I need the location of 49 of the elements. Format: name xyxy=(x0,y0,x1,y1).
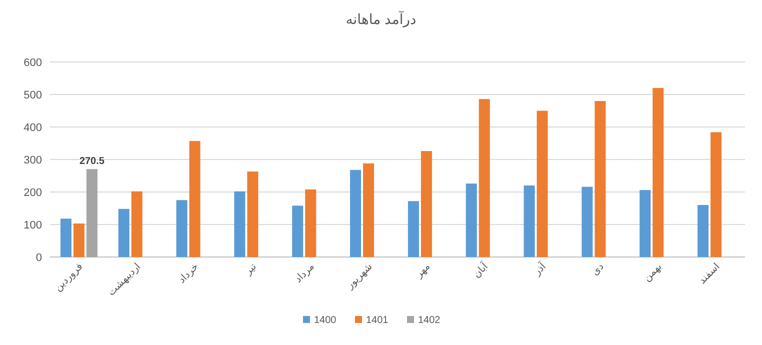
y-tick-label: 100 xyxy=(24,220,42,232)
y-tick-label: 0 xyxy=(36,252,42,264)
bar xyxy=(176,200,188,257)
bar xyxy=(60,218,72,257)
x-tick-label: تیر xyxy=(242,261,259,278)
bar xyxy=(652,88,664,257)
y-tick-label: 600 xyxy=(24,57,42,69)
legend-label: 1400 xyxy=(314,315,337,326)
bar xyxy=(292,206,304,257)
bar xyxy=(363,163,374,257)
bar xyxy=(189,140,200,257)
legend-label: 1402 xyxy=(418,315,441,326)
x-tick-label: مهر xyxy=(413,261,433,281)
x-tick-label: اردیبهشت xyxy=(106,261,143,298)
bar xyxy=(640,190,651,257)
chart-title: درآمد ماهانه xyxy=(346,10,416,28)
bar xyxy=(305,189,316,257)
x-tick-label: خرداد xyxy=(176,261,201,286)
x-tick-label: مرداد xyxy=(293,261,317,286)
x-tick-label: فروردین xyxy=(52,261,86,294)
bar xyxy=(234,191,246,257)
data-label: 270.5 xyxy=(79,156,105,168)
bar xyxy=(350,170,362,257)
bar xyxy=(86,169,98,257)
y-tick-label: 300 xyxy=(24,154,42,166)
bar xyxy=(698,205,709,257)
bar xyxy=(536,110,548,257)
x-tick-label: دی xyxy=(590,261,606,278)
x-tick-label: آذر xyxy=(530,259,550,278)
y-tick-label: 400 xyxy=(24,122,42,134)
x-tick-label: بهمن xyxy=(642,261,664,284)
bar xyxy=(118,208,130,257)
bar xyxy=(524,186,535,257)
bar xyxy=(478,99,490,257)
bar xyxy=(582,186,593,257)
bar xyxy=(247,172,258,257)
bar xyxy=(420,151,432,257)
bar xyxy=(131,191,142,257)
bar xyxy=(594,101,606,257)
bar xyxy=(466,184,477,257)
x-tick-label: شهریور xyxy=(344,261,375,292)
bar xyxy=(710,132,722,257)
bar xyxy=(73,224,84,257)
legend-label: 1401 xyxy=(366,315,389,326)
x-tick-label: اسفند xyxy=(697,261,722,286)
x-tick-label: آبان xyxy=(470,259,492,280)
bar xyxy=(408,201,419,257)
y-tick-label: 500 xyxy=(24,90,42,102)
y-tick-label: 200 xyxy=(24,187,42,199)
